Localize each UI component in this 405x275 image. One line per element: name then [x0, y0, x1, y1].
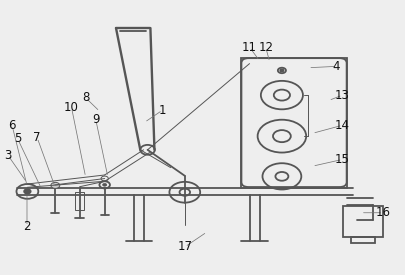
- Text: 8: 8: [82, 91, 89, 104]
- Text: 4: 4: [332, 60, 339, 73]
- Text: 5: 5: [14, 132, 21, 145]
- Text: 14: 14: [334, 119, 349, 132]
- Text: 3: 3: [4, 149, 12, 162]
- Text: 6: 6: [8, 119, 16, 132]
- Text: 1: 1: [158, 104, 166, 117]
- Text: 17: 17: [177, 240, 192, 254]
- Bar: [350, 237, 374, 243]
- Text: 16: 16: [375, 206, 390, 219]
- Text: 15: 15: [335, 153, 349, 166]
- Text: 10: 10: [64, 101, 79, 114]
- Bar: [241, 58, 346, 188]
- Circle shape: [102, 183, 107, 186]
- Circle shape: [51, 182, 60, 188]
- Text: 13: 13: [335, 89, 349, 101]
- Circle shape: [24, 189, 30, 194]
- Text: 2: 2: [23, 220, 31, 233]
- Text: 12: 12: [258, 41, 273, 54]
- Text: 11: 11: [241, 41, 256, 54]
- Bar: [342, 206, 382, 237]
- Circle shape: [279, 69, 283, 72]
- Bar: [75, 192, 84, 210]
- Text: 7: 7: [33, 131, 41, 144]
- Text: 9: 9: [92, 113, 99, 126]
